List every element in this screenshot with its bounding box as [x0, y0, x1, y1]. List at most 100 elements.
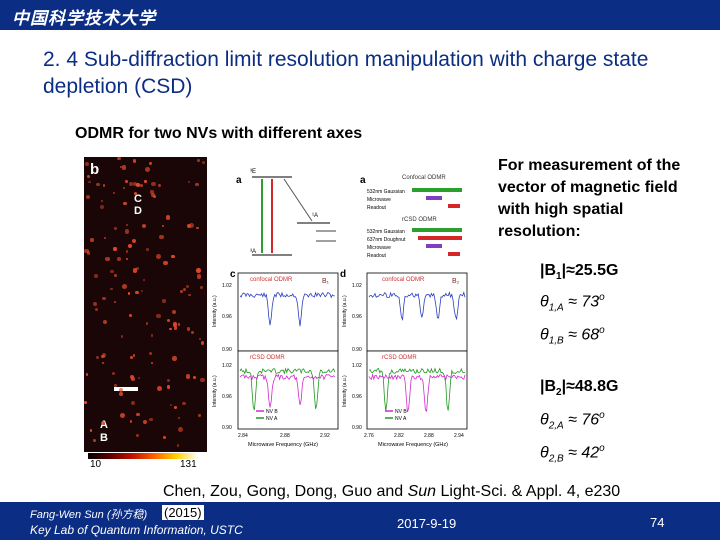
fluorescence-spot	[198, 413, 202, 418]
a-row1-item-0: 532nm Gaussian	[367, 189, 405, 195]
fluorescence-spot	[100, 354, 105, 359]
fluorescence-spot	[139, 183, 143, 187]
fluorescence-spot	[122, 186, 126, 189]
fluorescence-spot	[84, 401, 87, 404]
a-row1-title: Confocal ODMR	[402, 175, 446, 181]
fluorescence-spot	[129, 419, 133, 423]
ustc-logo-text: 中国科学技术大学	[12, 9, 156, 29]
fluorescence-spot	[177, 416, 180, 420]
fluorescence-spot	[133, 191, 138, 196]
fluorescence-spot	[195, 226, 199, 230]
legend-nv-b-d: NV B	[395, 409, 407, 415]
fluorescence-spot	[157, 386, 162, 391]
state-3e: ³E	[250, 169, 256, 175]
trace-c-bot-b	[239, 373, 336, 408]
fluorescence-spot	[119, 165, 123, 169]
trace-c-bot-a	[239, 367, 336, 411]
fluorescence-spot	[111, 372, 115, 376]
fluorescence-spot	[169, 403, 173, 407]
fluorescence-spot	[130, 374, 135, 379]
fluorescence-spot	[148, 351, 153, 356]
c-x-axis-label: Microwave Frequency (GHz)	[248, 442, 318, 448]
fluorescence-spot	[186, 223, 191, 228]
fluorescence-spot	[150, 361, 153, 364]
fluorescence-spot	[117, 157, 121, 161]
fluorescence-spot	[121, 165, 126, 170]
fluorescence-spot	[142, 223, 147, 228]
slide-title: 2. 4 Sub-diffraction limit resolution ma…	[43, 48, 649, 98]
y-tick-c-2: 0.90	[222, 347, 232, 353]
a-row1-item-1: Microwave	[367, 197, 391, 203]
fluorescence-spot	[159, 234, 164, 239]
fluorescence-spot	[116, 257, 121, 261]
fluorescence-spot	[149, 418, 153, 422]
fluorescence-spot	[134, 290, 139, 295]
fluorescence-spot	[185, 284, 190, 289]
fluorescence-spot	[95, 182, 100, 187]
fluorescence-spot	[196, 159, 200, 162]
fluorescence-spot	[136, 412, 140, 417]
fluorescence-spot	[132, 354, 135, 357]
a-row2-item-1: 637nm Doughnut	[367, 237, 406, 243]
footer-bar	[0, 502, 720, 540]
a-row2-item-3: Readout	[367, 253, 387, 259]
fluorescence-spot	[127, 292, 130, 295]
fluorescence-spot	[102, 362, 105, 365]
fluorescence-spot	[161, 299, 166, 304]
trace-c-top	[239, 291, 335, 327]
y-tick-c2-2: 0.90	[222, 425, 232, 431]
label-c: C	[134, 193, 142, 205]
fluorescence-spot	[166, 385, 171, 389]
slide-subtitle: ODMR for two NVs with different axes	[75, 125, 363, 142]
fluorescence-spot	[103, 236, 107, 240]
label-a: A	[100, 419, 108, 431]
y-tick-d2-1: 0.96	[352, 394, 362, 400]
footer-lab: Key Lab of Quantum Information, USTC	[30, 523, 243, 537]
panel-b-letter: b	[90, 161, 100, 178]
panel-d-letter: d	[340, 269, 346, 280]
fluorescence-spot	[163, 260, 168, 266]
fluorescence-spot	[94, 273, 99, 278]
c-x-tick-0: 2.84	[238, 433, 248, 439]
label-b: B	[100, 432, 108, 444]
y-axis-label-c: Intensity (a.u.)	[212, 295, 218, 327]
y-tick-c-1: 0.96	[222, 314, 232, 320]
fluorescence-spot	[188, 293, 192, 297]
c-top-title: confocal ODMR	[250, 277, 293, 283]
fluorescence-spot	[189, 223, 195, 229]
fluorescence-spot	[113, 273, 118, 278]
fluorescence-spot	[130, 400, 135, 405]
c-bot-title: rCSD ODMR	[250, 355, 285, 361]
fluorescence-spot	[142, 278, 145, 281]
y-tick-c2-1: 0.96	[222, 394, 232, 400]
measurement-description: For measurement of the vector of magneti…	[498, 157, 681, 240]
d-x-tick-0: 2.76	[364, 433, 374, 439]
y-tick-d-1: 0.96	[352, 314, 362, 320]
fluorescence-spot	[100, 204, 105, 210]
theta-1b: θ1,B ≈ 68o	[540, 325, 605, 347]
fluorescence-spot	[144, 179, 148, 183]
fluorescence-spot	[137, 376, 140, 379]
fluorescence-spot	[125, 257, 128, 260]
fluorescence-spot	[136, 266, 140, 271]
fluorescence-spot	[178, 426, 184, 432]
fluorescence-spot	[150, 190, 154, 194]
colorbar-max: 131	[180, 459, 197, 470]
fluorescence-spot	[148, 161, 153, 166]
fluorescence-spot	[165, 215, 171, 220]
fluorescence-spot	[156, 313, 161, 319]
c-x-tick-2: 2.92	[320, 433, 330, 439]
fluorescence-spot	[122, 284, 128, 289]
trace-d-bot-a	[368, 367, 466, 412]
fluorescence-spot	[186, 327, 191, 331]
fluorescence-spot	[150, 334, 154, 337]
fluorescence-spot	[125, 250, 129, 253]
fluorescence-spot	[118, 391, 123, 396]
d-x-tick-2: 2.88	[424, 433, 434, 439]
panel-a-letter: a	[236, 175, 242, 186]
fluorescence-spot	[172, 356, 177, 361]
page-number: 74	[650, 515, 665, 530]
a-row2-item-0: 532nm Gaussian	[367, 229, 405, 235]
b1-magnitude: |B1|≈25.5G	[540, 262, 619, 283]
footer-author: Fang-Wen Sun (孙方稳)	[30, 509, 148, 521]
